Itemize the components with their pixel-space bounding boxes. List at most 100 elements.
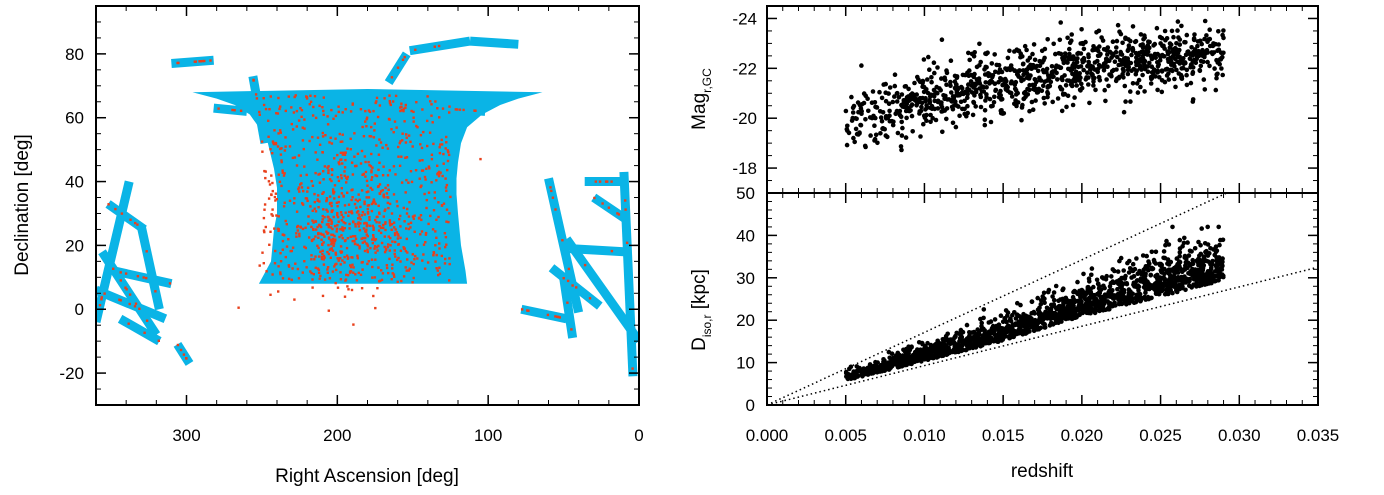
galaxy-point [346,191,349,194]
diameter-point [848,364,854,370]
galaxy-point [379,226,383,229]
galaxy-point [406,258,409,261]
galaxy-point [370,171,373,174]
magnitude-point [1084,75,1089,80]
diameter-point [1143,271,1148,277]
sky-y-tick-label: 0 [75,300,84,319]
galaxy-point [343,261,346,264]
galaxy-point [420,146,424,150]
galaxy-point [438,247,441,250]
galaxy-point [479,157,482,161]
magnitude-point [1058,86,1064,92]
galaxy-point [271,189,274,193]
magnitude-point [955,91,961,96]
galaxy-point [406,251,409,254]
diameter-point [1008,329,1014,334]
diameter-point [1163,242,1168,248]
magnitude-point [1163,67,1168,72]
galaxy-point [293,202,296,205]
galaxy-point [290,249,293,253]
galaxy-point [432,254,435,257]
magnitude-point [906,106,911,112]
magnitude-point [1177,42,1183,47]
diameter-point [1134,298,1139,303]
magnitude-point [899,119,904,125]
magnitude-point [1142,35,1147,40]
magnitude-point [1215,71,1220,77]
galaxy-point [418,159,421,162]
magnitude-point [1022,43,1028,49]
galaxy-point [310,180,313,183]
galaxy-point [308,103,311,106]
galaxy-point [328,277,332,280]
magnitude-point [867,115,873,120]
galaxy-point [272,141,275,144]
magnitude-point [1116,62,1121,68]
galaxy-point [268,243,271,246]
diameter-y-label-main: D [689,337,710,351]
magnitude-point [996,70,1001,75]
diameter-point [891,359,896,365]
galaxy-point [372,198,376,201]
galaxy-point [300,115,303,118]
galaxy-point [411,215,415,218]
diameter-point [1058,297,1063,302]
galaxy-point [422,130,425,134]
galaxy-point [352,266,355,269]
galaxy-point [409,221,413,224]
galaxy-point [326,115,329,118]
diameter-point [1202,241,1208,246]
diameter-point [915,353,920,358]
galaxy-point [570,328,573,331]
galaxy-point [405,237,408,241]
galaxy-point [375,100,378,103]
magnitude-point [892,83,898,89]
galaxy-point [313,200,316,204]
galaxy-point [293,95,296,99]
galaxy-point [312,105,315,109]
galaxy-point [610,180,613,183]
galaxy-point [317,173,320,176]
galaxy-point [405,269,408,272]
magnitude-point [1147,60,1152,66]
galaxy-point [420,184,423,187]
galaxy-point [321,220,324,224]
galaxy-point [295,210,299,213]
galaxy-point [436,269,439,272]
galaxy-point [434,230,437,233]
galaxy-point [350,189,353,192]
diameter-point [943,348,948,353]
galaxy-point [297,186,301,189]
magnitude-point [924,112,929,118]
galaxy-point [363,240,366,243]
diameter-point [1181,240,1187,246]
galaxy-point [255,97,259,100]
magnitude-point [1142,61,1147,67]
galaxy-point [382,223,385,227]
galaxy-point [277,229,280,232]
galaxy-point [397,243,400,246]
diameter-point [871,368,877,373]
magnitude-point [1054,70,1059,76]
galaxy-point [314,266,317,269]
galaxy-point [279,129,282,132]
galaxy-point [351,173,355,176]
diameter-point [978,316,983,322]
magnitude-point [1060,55,1065,61]
galaxy-point [329,239,333,242]
galaxy-point [321,135,325,138]
galaxy-point [364,109,367,113]
galaxy-point [287,238,290,241]
galaxy-point [380,269,383,272]
galaxy-point [394,240,397,244]
galaxy-point [314,255,317,258]
mag-y-tick-label: -20 [732,109,757,128]
galaxy-point [405,212,409,215]
galaxy-point [445,183,449,187]
galaxy-point [344,222,347,225]
magnitude-point [1045,94,1050,100]
galaxy-point [322,113,325,116]
magnitude-point [1072,95,1077,100]
galaxy-point [277,96,280,100]
magnitude-point [1195,39,1201,44]
